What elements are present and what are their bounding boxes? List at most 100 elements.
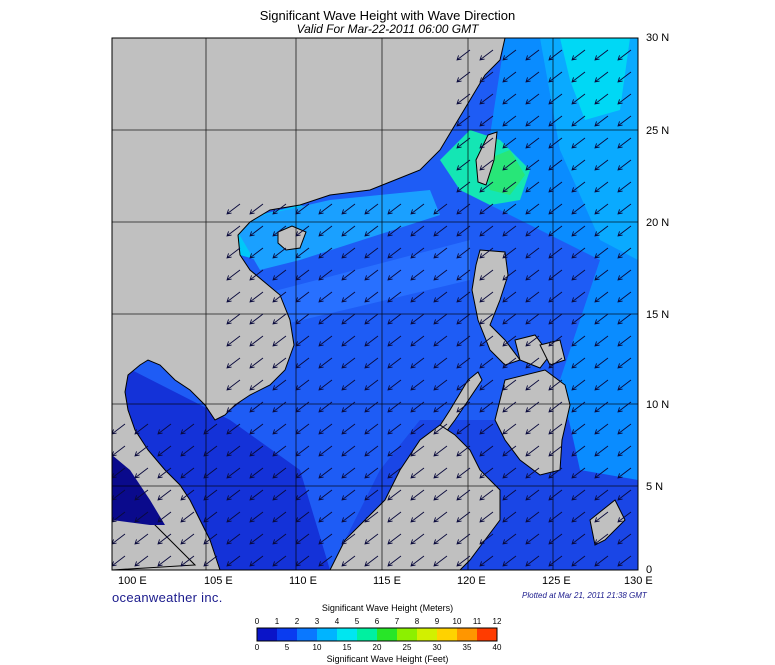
wave-arrow <box>525 269 540 281</box>
wave-arrow <box>617 489 632 501</box>
wave-arrow <box>226 225 241 237</box>
colorbar-tick-feet: 15 <box>342 643 352 652</box>
wave-arrow <box>341 555 356 567</box>
wave-arrow <box>571 555 586 567</box>
wave-arrow <box>571 115 586 127</box>
wave-arrow <box>341 533 356 545</box>
wave-arrow <box>318 489 333 501</box>
wave-arrow <box>226 247 241 259</box>
colorbar-tick-meters: 10 <box>452 617 462 626</box>
wave-arrow <box>226 445 241 457</box>
wave-arrow <box>272 291 287 303</box>
wave-arrow <box>410 467 425 479</box>
colorbar-tick-meters: 12 <box>492 617 502 626</box>
wave-arrow <box>594 379 609 391</box>
wave-arrow <box>525 159 540 171</box>
wave-arrow <box>456 555 471 567</box>
wave-arrow <box>617 423 632 435</box>
wave-arrow <box>272 511 287 523</box>
wave-arrow <box>525 225 540 237</box>
wave-arrow <box>226 555 241 567</box>
wave-arrow <box>364 555 379 567</box>
wave-arrow <box>594 313 609 325</box>
wave-arrow <box>295 401 310 413</box>
wave-arrow <box>594 511 609 523</box>
wave-arrow <box>364 335 379 347</box>
wave-arrow <box>617 533 632 545</box>
wave-arrow <box>410 489 425 501</box>
wave-arrow <box>502 137 517 149</box>
colorbar-tick-meters: 9 <box>434 617 440 626</box>
wave-arrow <box>594 71 609 83</box>
wave-arrow <box>525 203 540 215</box>
wave-arrow <box>433 357 448 369</box>
wave-arrow <box>157 445 172 457</box>
wave-arrow <box>249 357 264 369</box>
wave-arrow <box>433 555 448 567</box>
wave-arrow <box>272 313 287 325</box>
wave-arrow <box>341 489 356 501</box>
colorbar-swatch <box>477 628 498 641</box>
colorbar-tick-feet: 30 <box>432 643 442 652</box>
map-subtitle: Valid For Mar-22-2011 06:00 GMT <box>296 22 479 36</box>
colorbar-swatch <box>277 628 298 641</box>
wave-arrow <box>203 511 218 523</box>
wave-arrow <box>617 313 632 325</box>
wave-arrow <box>571 49 586 61</box>
wave-arrow <box>456 93 471 105</box>
brand-logo-text: oceanweather inc. <box>112 590 223 605</box>
wave-arrow <box>456 379 471 391</box>
wave-arrow <box>387 467 402 479</box>
wave-arrow <box>456 511 471 523</box>
wave-arrow <box>594 335 609 347</box>
wave-arrow <box>203 445 218 457</box>
map-title: Significant Wave Height with Wave Direct… <box>259 8 516 23</box>
wave-arrow <box>272 225 287 237</box>
wave-arrow <box>594 467 609 479</box>
wave-arrow <box>594 115 609 127</box>
wave-arrow <box>157 533 172 545</box>
wave-arrow <box>295 269 310 281</box>
wave-arrow <box>571 467 586 479</box>
wave-arrow <box>571 445 586 457</box>
wave-arrow <box>548 203 563 215</box>
wave-arrow <box>571 401 586 413</box>
wave-arrow <box>571 379 586 391</box>
wave-arrow <box>525 511 540 523</box>
wave-arrow <box>295 511 310 523</box>
wave-arrow <box>502 313 517 325</box>
wave-arrow <box>157 423 172 435</box>
wave-arrow <box>548 115 563 127</box>
colorbar-swatch <box>357 628 378 641</box>
colorbar-swatch <box>457 628 478 641</box>
wave-arrow <box>387 489 402 501</box>
wave-arrow <box>548 93 563 105</box>
wave-arrow <box>226 357 241 369</box>
wave-arrow <box>456 401 471 413</box>
wave-arrow <box>295 379 310 391</box>
wave-arrow <box>272 533 287 545</box>
wave-arrow <box>548 445 563 457</box>
colorbar-swatch <box>417 628 438 641</box>
wave-arrow <box>433 203 448 215</box>
wave-arrow <box>617 379 632 391</box>
wave-arrow <box>433 247 448 259</box>
wave-arrow <box>548 137 563 149</box>
wave-arrow <box>456 225 471 237</box>
wave-arrow <box>180 423 195 435</box>
wave-arrow <box>226 533 241 545</box>
wave-arrow <box>617 445 632 457</box>
wave-arrow <box>410 203 425 215</box>
wave-arrow <box>249 489 264 501</box>
wave-arrow <box>571 533 586 545</box>
wave-arrow <box>318 313 333 325</box>
wave-arrow <box>617 247 632 259</box>
wave-arrow <box>548 269 563 281</box>
lon-label: 130 E <box>624 575 653 587</box>
wave-arrow <box>479 137 494 149</box>
wave-arrow <box>410 269 425 281</box>
wave-arrow <box>548 489 563 501</box>
wave-arrow <box>157 511 172 523</box>
wave-arrow <box>364 247 379 259</box>
wave-arrow <box>433 291 448 303</box>
